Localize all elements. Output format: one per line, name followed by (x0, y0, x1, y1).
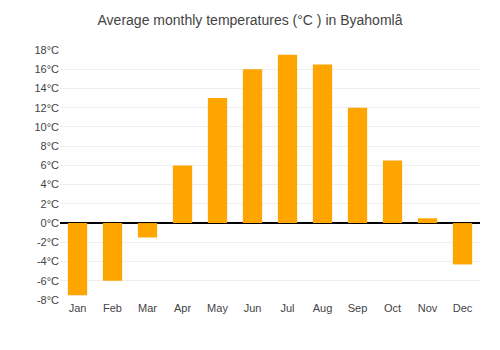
svg-text:Jun: Jun (244, 302, 262, 314)
svg-text:Apr: Apr (174, 302, 191, 314)
svg-text:Nov: Nov (418, 302, 438, 314)
svg-text:Mar: Mar (138, 302, 157, 314)
svg-text:May: May (207, 302, 228, 314)
svg-text:Aug: Aug (313, 302, 333, 314)
svg-text:Oct: Oct (384, 302, 401, 314)
svg-text:-6°C: -6°C (37, 275, 59, 287)
svg-text:-4°C: -4°C (37, 255, 59, 267)
svg-text:Dec: Dec (453, 302, 473, 314)
svg-text:Sep: Sep (348, 302, 368, 314)
svg-text:8°C: 8°C (41, 140, 60, 152)
svg-text:16°C: 16°C (34, 63, 59, 75)
svg-text:6°C: 6°C (41, 159, 60, 171)
svg-text:18°C: 18°C (34, 44, 59, 56)
svg-text:Jul: Jul (280, 302, 294, 314)
svg-text:10°C: 10°C (34, 121, 59, 133)
svg-text:4°C: 4°C (41, 178, 60, 190)
svg-text:12°C: 12°C (34, 102, 59, 114)
svg-text:Feb: Feb (103, 302, 122, 314)
svg-text:-8°C: -8°C (37, 294, 59, 306)
svg-text:0°C: 0°C (41, 217, 60, 229)
svg-text:Average monthly temperatures (: Average monthly temperatures (°C ) in By… (98, 12, 403, 28)
svg-text:2°C: 2°C (41, 198, 60, 210)
svg-text:Jan: Jan (69, 302, 87, 314)
svg-text:14°C: 14°C (34, 82, 59, 94)
svg-text:-2°C: -2°C (37, 236, 59, 248)
